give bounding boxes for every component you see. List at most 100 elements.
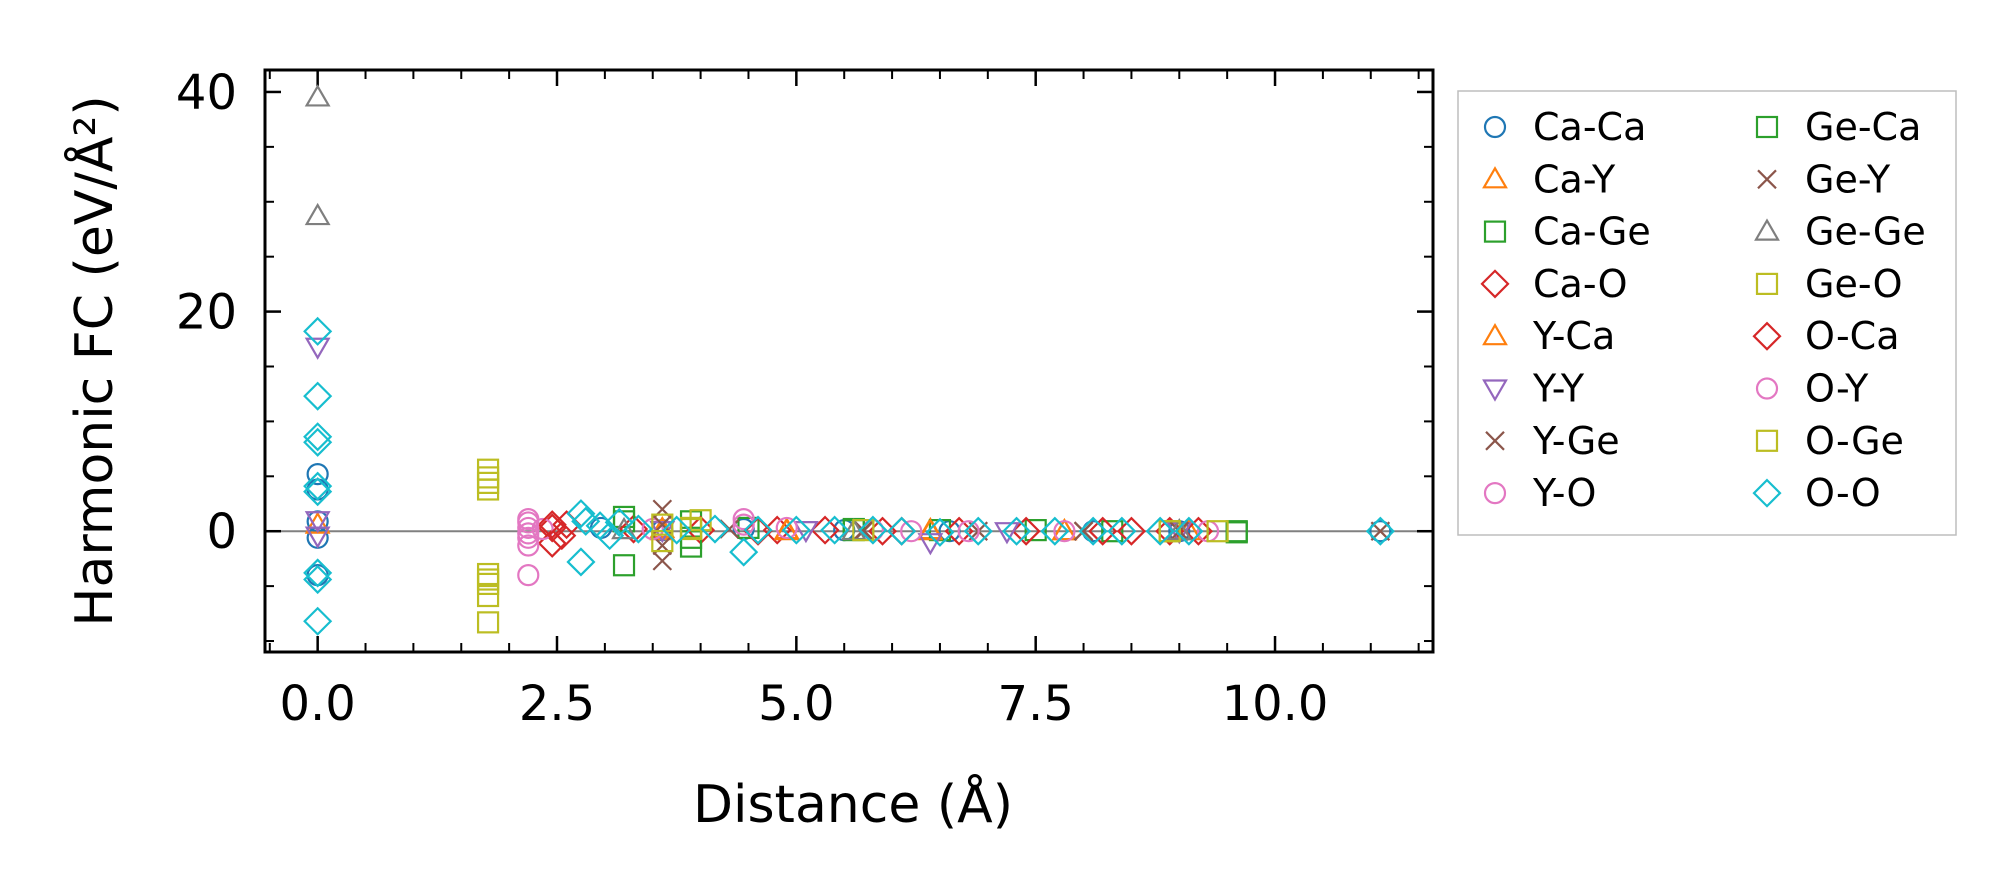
legend-item-ge-ge: Ge-Ge [1754,210,1926,254]
point-y-y [304,337,331,360]
legend-marker-y-ca [1482,323,1508,346]
legend-marker-ge-o [1755,272,1779,295]
legend-label-y-ca: Y-Ca [1532,314,1615,358]
legend-item-y-ge: Y-Ge [1485,419,1620,463]
legend-item-y-o: Y-O [1483,471,1596,515]
point-ca-o [810,515,840,545]
point-o-o [303,381,333,411]
point-y-o [732,508,755,531]
point-o-ge [476,568,500,591]
legend-marker-ca-ca [1483,115,1507,139]
point-o-o [303,471,333,501]
point-o-o [1174,516,1204,546]
x-tick-label: 0.0 [279,676,355,732]
point-o-o [566,499,596,529]
series-o-y [517,511,923,545]
point-ge-ge [304,202,331,226]
point-o-o [743,515,773,545]
legend-label-y-o: Y-O [1532,471,1596,515]
point-ca-o [1155,516,1185,546]
legend-marker-o-ca [1752,321,1782,351]
point-ca-o [619,514,649,544]
point-o-ca [547,521,577,551]
series-ca-o [537,510,1213,558]
point-ca-ge [612,554,636,577]
point-o-o [623,514,653,544]
point-o-o [1365,516,1395,546]
point-ca-ca [1369,520,1392,543]
point-o-o [925,517,955,547]
legend-item-o-ca: O-Ca [1752,314,1900,358]
point-o-o [963,516,993,546]
legend-marker-o-ge [1755,429,1779,452]
legend-item-ca-y: Ca-Y [1482,157,1616,201]
point-o-o [303,477,333,507]
legend-item-o-ge: O-Ge [1755,419,1904,463]
legend-frame [1457,90,1957,536]
legend-marker-y-ge [1485,431,1505,451]
point-y-o [957,520,980,543]
point-ge-o [1206,520,1229,543]
point-y-ge [652,551,673,571]
legend-label-o-o: O-O [1805,471,1881,515]
point-y-o [517,516,540,540]
point-o-y [517,511,540,534]
legend-marker-ca-y [1482,166,1508,189]
legend-item-o-y: O-Y [1755,367,1869,411]
y-tick-label: 40 [176,65,237,121]
series-o-o [303,316,1395,636]
point-y-o [1053,520,1076,543]
legend-item-ge-y: Ge-Y [1757,157,1891,201]
legend-item-y-ca: Y-Ca [1482,314,1615,358]
point-o-o [820,515,850,545]
legend-entries: Ca-Ca Ca-Y Ca-Ge Ca-O Y-Ca Y-Y Y-Ge Y-O Ge-Ca Ge-… [1480,105,1926,515]
point-o-o [303,564,333,595]
point-o-ge [1158,520,1181,543]
legend-marker-ca-ge [1483,220,1507,243]
legend-marker-ca-o [1480,269,1510,299]
point-o-o [566,547,596,577]
x-tick-label: 5.0 [758,676,834,732]
legend-item-ca-ca: Ca-Ca [1483,105,1646,149]
legend-label-o-y: O-Y [1805,367,1869,411]
legend-marker-o-y [1755,377,1779,400]
legend-label-y-y: Y-Y [1532,367,1585,411]
point-o-y [517,522,540,545]
point-y-o [775,516,798,540]
legend-label-y-ge: Y-Ge [1532,419,1620,463]
point-y-ca [917,518,944,541]
point-ca-o [1088,516,1118,546]
point-o-o [1040,516,1070,546]
point-y-o [531,517,554,541]
point-o-o [604,507,634,537]
point-ge-o [651,529,674,553]
legend-item-ge-ca: Ge-Ca [1755,105,1921,149]
y-tick-label: 0 [206,504,237,560]
legend-item-ca-ge: Ca-Ge [1483,210,1651,254]
point-o-o [1107,516,1137,546]
legend-label-ge-o: Ge-O [1805,262,1903,306]
point-ge-ge [611,516,637,540]
legend-marker-ge-ca [1755,115,1779,139]
point-o-o [303,558,333,588]
point-ge-o [476,611,500,634]
point-ge-y [1073,521,1094,541]
y-axis-title: Harmonic FC (eV/Å²) [63,95,125,626]
point-o-o [1145,516,1175,546]
x-tick-label: 7.5 [998,676,1074,732]
legend-label-o-ca: O-Ca [1805,314,1900,358]
legend-item-o-o: O-O [1752,471,1881,515]
point-ge-ge [304,84,331,107]
legend-item-y-y: Y-Y [1482,367,1585,411]
y-tick-label: 20 [176,285,237,341]
point-y-y [994,522,1020,545]
legend-label-ca-ca: Ca-Ca [1533,105,1646,149]
data-points [303,84,1395,636]
legend-marker-ge-y [1757,169,1777,190]
point-ge-o [651,513,674,536]
legend-marker-y-o [1483,482,1507,505]
plot-frame [263,68,1435,654]
point-y-y [793,521,819,544]
x-tick-label: 10.0 [1222,676,1329,732]
